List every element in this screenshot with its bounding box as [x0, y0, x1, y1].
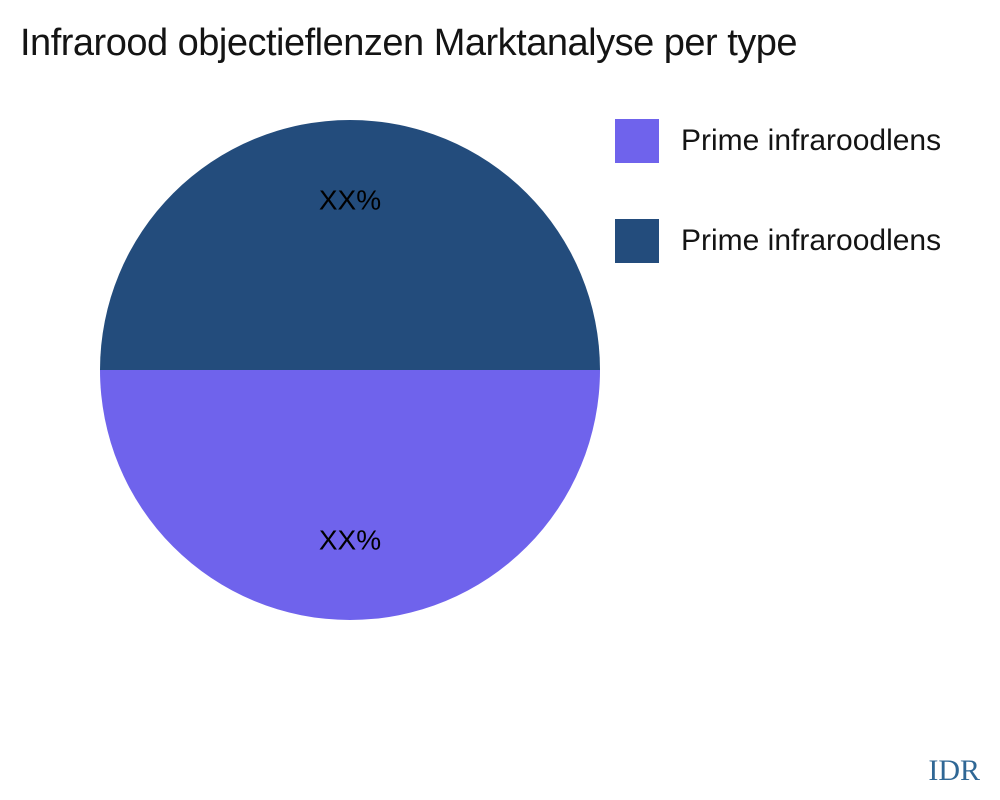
- watermark: IDR: [928, 754, 980, 787]
- legend-label: Prime infraroodlens: [681, 224, 942, 257]
- pie-slice-0: [100, 370, 600, 620]
- legend-label: Prime infraroodlens: [681, 124, 942, 157]
- legend-item: Prime infraroodlens: [615, 219, 941, 263]
- pie-slice-label-0: XX%: [319, 525, 381, 556]
- pie-chart: XX% XX%: [100, 120, 600, 620]
- legend-swatch-purple: [615, 119, 659, 163]
- pie-slice-1: [100, 120, 600, 370]
- legend-swatch-navy: [615, 219, 659, 263]
- legend-item: Prime infraroodlens: [615, 119, 941, 163]
- legend: Prime infraroodlens Prime infraroodlens: [615, 119, 941, 319]
- chart-title: Infrarood objectieflenzen Marktanalyse p…: [20, 22, 798, 64]
- pie-slice-label-1: XX%: [319, 185, 381, 216]
